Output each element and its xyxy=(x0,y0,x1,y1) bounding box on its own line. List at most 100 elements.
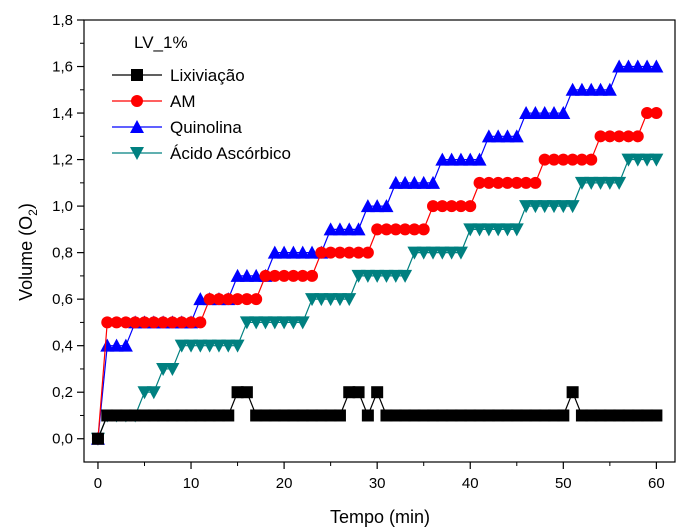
data-point xyxy=(194,409,207,422)
data-point xyxy=(500,129,515,143)
data-point xyxy=(640,59,655,73)
data-point xyxy=(360,269,375,283)
data-point xyxy=(510,176,523,189)
data-point xyxy=(175,409,188,422)
data-point xyxy=(295,316,310,330)
data-point xyxy=(361,246,374,259)
data-point xyxy=(259,409,272,422)
data-point xyxy=(278,409,291,422)
data-point xyxy=(193,292,208,306)
data-point xyxy=(557,153,570,166)
data-point xyxy=(416,246,431,260)
data-point xyxy=(323,293,338,307)
data-point xyxy=(444,246,459,260)
data-point xyxy=(445,200,458,213)
x-tick-label: 40 xyxy=(462,475,479,492)
data-point xyxy=(641,107,654,120)
data-point xyxy=(436,409,449,422)
data-point xyxy=(231,386,244,399)
data-point xyxy=(370,199,385,213)
data-point xyxy=(305,293,320,307)
data-point xyxy=(388,175,403,189)
data-point xyxy=(287,409,300,422)
data-point xyxy=(315,246,328,259)
data-point xyxy=(491,223,506,237)
data-point xyxy=(146,386,161,400)
data-point xyxy=(408,409,421,422)
data-point xyxy=(221,339,236,353)
data-point xyxy=(650,409,663,422)
x-tick-label: 0 xyxy=(94,475,102,492)
data-point xyxy=(630,153,645,167)
x-axis-label: Tempo (min) xyxy=(330,507,430,527)
data-point xyxy=(101,316,114,329)
series-1 xyxy=(91,107,663,445)
legend-label: AM xyxy=(170,92,196,111)
data-point xyxy=(239,316,254,330)
data-point xyxy=(509,129,524,143)
data-point xyxy=(548,153,561,166)
data-point xyxy=(323,222,338,236)
data-point xyxy=(119,409,132,422)
data-point xyxy=(473,176,486,189)
data-point xyxy=(278,269,291,282)
data-point xyxy=(417,223,430,236)
data-point xyxy=(537,106,552,120)
data-point xyxy=(622,130,635,143)
data-point xyxy=(631,130,644,143)
data-point xyxy=(547,106,562,120)
data-point xyxy=(342,222,357,236)
data-point xyxy=(268,409,281,422)
data-point xyxy=(612,176,627,190)
data-point xyxy=(379,199,394,213)
data-point xyxy=(630,59,645,73)
data-point xyxy=(520,409,533,422)
data-point xyxy=(185,316,198,329)
data-point xyxy=(435,246,450,260)
data-point xyxy=(640,153,655,167)
data-point xyxy=(296,409,309,422)
data-point xyxy=(453,246,468,260)
data-point xyxy=(427,409,440,422)
data-point xyxy=(481,129,496,143)
data-point xyxy=(305,245,320,259)
data-point xyxy=(230,268,245,282)
data-point xyxy=(510,409,523,422)
data-point xyxy=(184,339,199,353)
data-point xyxy=(574,176,589,190)
data-point xyxy=(314,293,329,307)
data-point xyxy=(351,269,366,283)
data-point xyxy=(212,293,225,306)
data-point xyxy=(249,316,264,330)
data-point xyxy=(509,223,524,237)
data-point xyxy=(258,316,273,330)
data-point xyxy=(388,269,403,283)
data-point xyxy=(157,316,170,329)
data-point xyxy=(166,316,179,329)
legend-label: Lixiviação xyxy=(170,66,245,85)
data-point xyxy=(574,82,589,96)
y-tick-label: 1,4 xyxy=(52,105,73,122)
data-point xyxy=(380,223,393,236)
data-point xyxy=(203,409,216,422)
data-point xyxy=(612,59,627,73)
data-point xyxy=(548,409,561,422)
data-point xyxy=(473,409,486,422)
x-tick-label: 50 xyxy=(555,475,572,492)
data-point xyxy=(185,409,198,422)
data-point xyxy=(538,409,551,422)
data-point xyxy=(222,293,235,306)
data-point xyxy=(621,59,636,73)
data-point xyxy=(129,316,142,329)
data-point xyxy=(370,269,385,283)
data-point xyxy=(649,153,664,167)
data-point xyxy=(324,246,337,259)
data-point xyxy=(631,409,644,422)
data-point xyxy=(360,199,375,213)
data-point xyxy=(352,386,365,399)
data-point xyxy=(352,246,365,259)
data-point xyxy=(454,409,467,422)
data-point xyxy=(267,245,282,259)
x-tick-label: 60 xyxy=(648,475,665,492)
